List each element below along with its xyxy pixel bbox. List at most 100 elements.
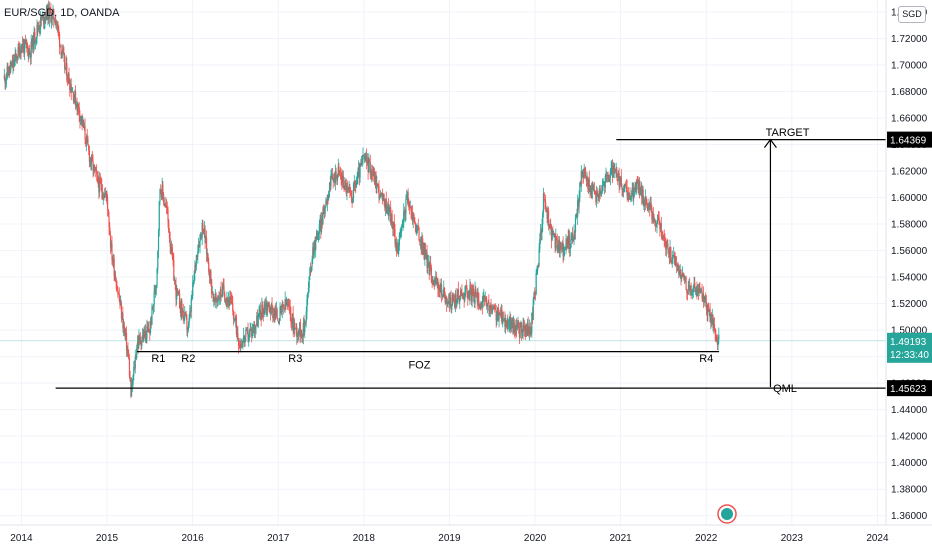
candle-body <box>269 312 272 315</box>
candle-body <box>662 234 664 238</box>
candle-body <box>312 247 314 260</box>
candle-body <box>283 304 285 309</box>
candle-body <box>184 311 187 315</box>
candle-body <box>562 242 564 256</box>
last-price-tag[interactable] <box>887 332 932 363</box>
candle-body <box>326 200 328 205</box>
candle-body <box>424 249 426 260</box>
candle-body <box>569 235 571 249</box>
candle-body <box>590 187 592 193</box>
candle-body <box>126 348 128 351</box>
candle-body <box>446 302 449 305</box>
candle-body <box>444 297 446 304</box>
candle-body <box>119 299 121 306</box>
candle-body <box>200 234 202 236</box>
target-arrow-head[interactable] <box>763 138 777 148</box>
candle-body <box>83 126 85 129</box>
candle-body <box>133 366 136 369</box>
candle-body <box>539 239 541 249</box>
candle-body <box>237 339 240 346</box>
candle-body <box>222 283 224 286</box>
candle-body <box>576 215 578 217</box>
candle-body <box>152 306 154 307</box>
candle-body <box>365 153 367 156</box>
candle-body <box>306 298 308 312</box>
candle-body <box>537 265 539 271</box>
candle-body <box>416 225 418 234</box>
candle-body <box>683 275 685 280</box>
candle-body <box>99 178 101 184</box>
candle-body <box>702 293 705 302</box>
candle-body <box>417 225 419 228</box>
candle-body <box>261 304 264 311</box>
candle-body <box>647 206 649 211</box>
candle-body <box>276 309 278 319</box>
candle-body <box>48 7 50 20</box>
candle-body <box>555 236 558 239</box>
candle-body <box>273 313 275 319</box>
candle-body <box>475 289 477 295</box>
candle-body <box>272 307 274 318</box>
candle-body <box>290 314 292 323</box>
candle-body <box>667 244 669 250</box>
candle-body <box>523 325 526 330</box>
annotation-r2: R2 <box>181 353 195 365</box>
target-price-tag[interactable] <box>887 131 932 148</box>
candle-body <box>49 7 51 11</box>
candle-body <box>587 176 589 189</box>
candle-body <box>569 247 571 249</box>
candle-body <box>93 164 96 168</box>
candle-body <box>510 321 513 329</box>
candle-body <box>550 224 552 226</box>
candle-body <box>564 247 566 250</box>
candle-body <box>640 185 642 194</box>
currency-badge[interactable]: SGD <box>898 6 926 23</box>
candle-body <box>566 236 569 249</box>
symbol-label[interactable]: EUR/SGD, 1D, OANDA <box>4 7 120 19</box>
candle-body <box>593 189 595 191</box>
candle-body <box>467 294 469 299</box>
candle-body <box>657 214 659 221</box>
candle-body <box>383 194 385 200</box>
candle-body <box>171 247 173 253</box>
bar-countdown-label: 12:33:40 <box>890 350 929 361</box>
candle-body <box>333 173 335 181</box>
candle-body <box>140 342 142 346</box>
candle-body <box>459 290 462 297</box>
candle-body <box>195 264 197 267</box>
candle-body <box>185 314 187 318</box>
candle-body <box>181 310 184 313</box>
candle-body <box>473 288 475 296</box>
candle-body <box>179 308 181 313</box>
candle-body <box>649 203 651 210</box>
candle-body <box>208 262 210 273</box>
candle-body <box>139 336 141 343</box>
candle-body <box>184 311 186 317</box>
candle-body <box>301 333 303 337</box>
candle-body <box>404 213 406 216</box>
candle-body <box>215 293 217 301</box>
annotation-qml: QML <box>773 383 797 395</box>
candle-body <box>303 322 305 332</box>
candle-body <box>534 292 536 294</box>
candle-body <box>397 246 399 255</box>
candle-body <box>347 186 349 188</box>
candle-body <box>299 322 302 336</box>
candle-body <box>479 303 481 309</box>
candle-body <box>304 321 307 323</box>
candle-body <box>375 176 377 189</box>
qml-price-tag[interactable] <box>887 380 932 397</box>
candle-body <box>111 243 113 260</box>
candle-body <box>547 210 550 226</box>
candle-body <box>678 271 681 275</box>
candle-body <box>320 219 323 232</box>
candle-body <box>297 331 299 336</box>
candle-body <box>671 257 673 262</box>
candle-body <box>295 327 297 329</box>
candle-body <box>133 366 135 376</box>
candle-body <box>155 288 157 294</box>
candle-body <box>623 188 625 190</box>
candle-body <box>323 207 325 212</box>
